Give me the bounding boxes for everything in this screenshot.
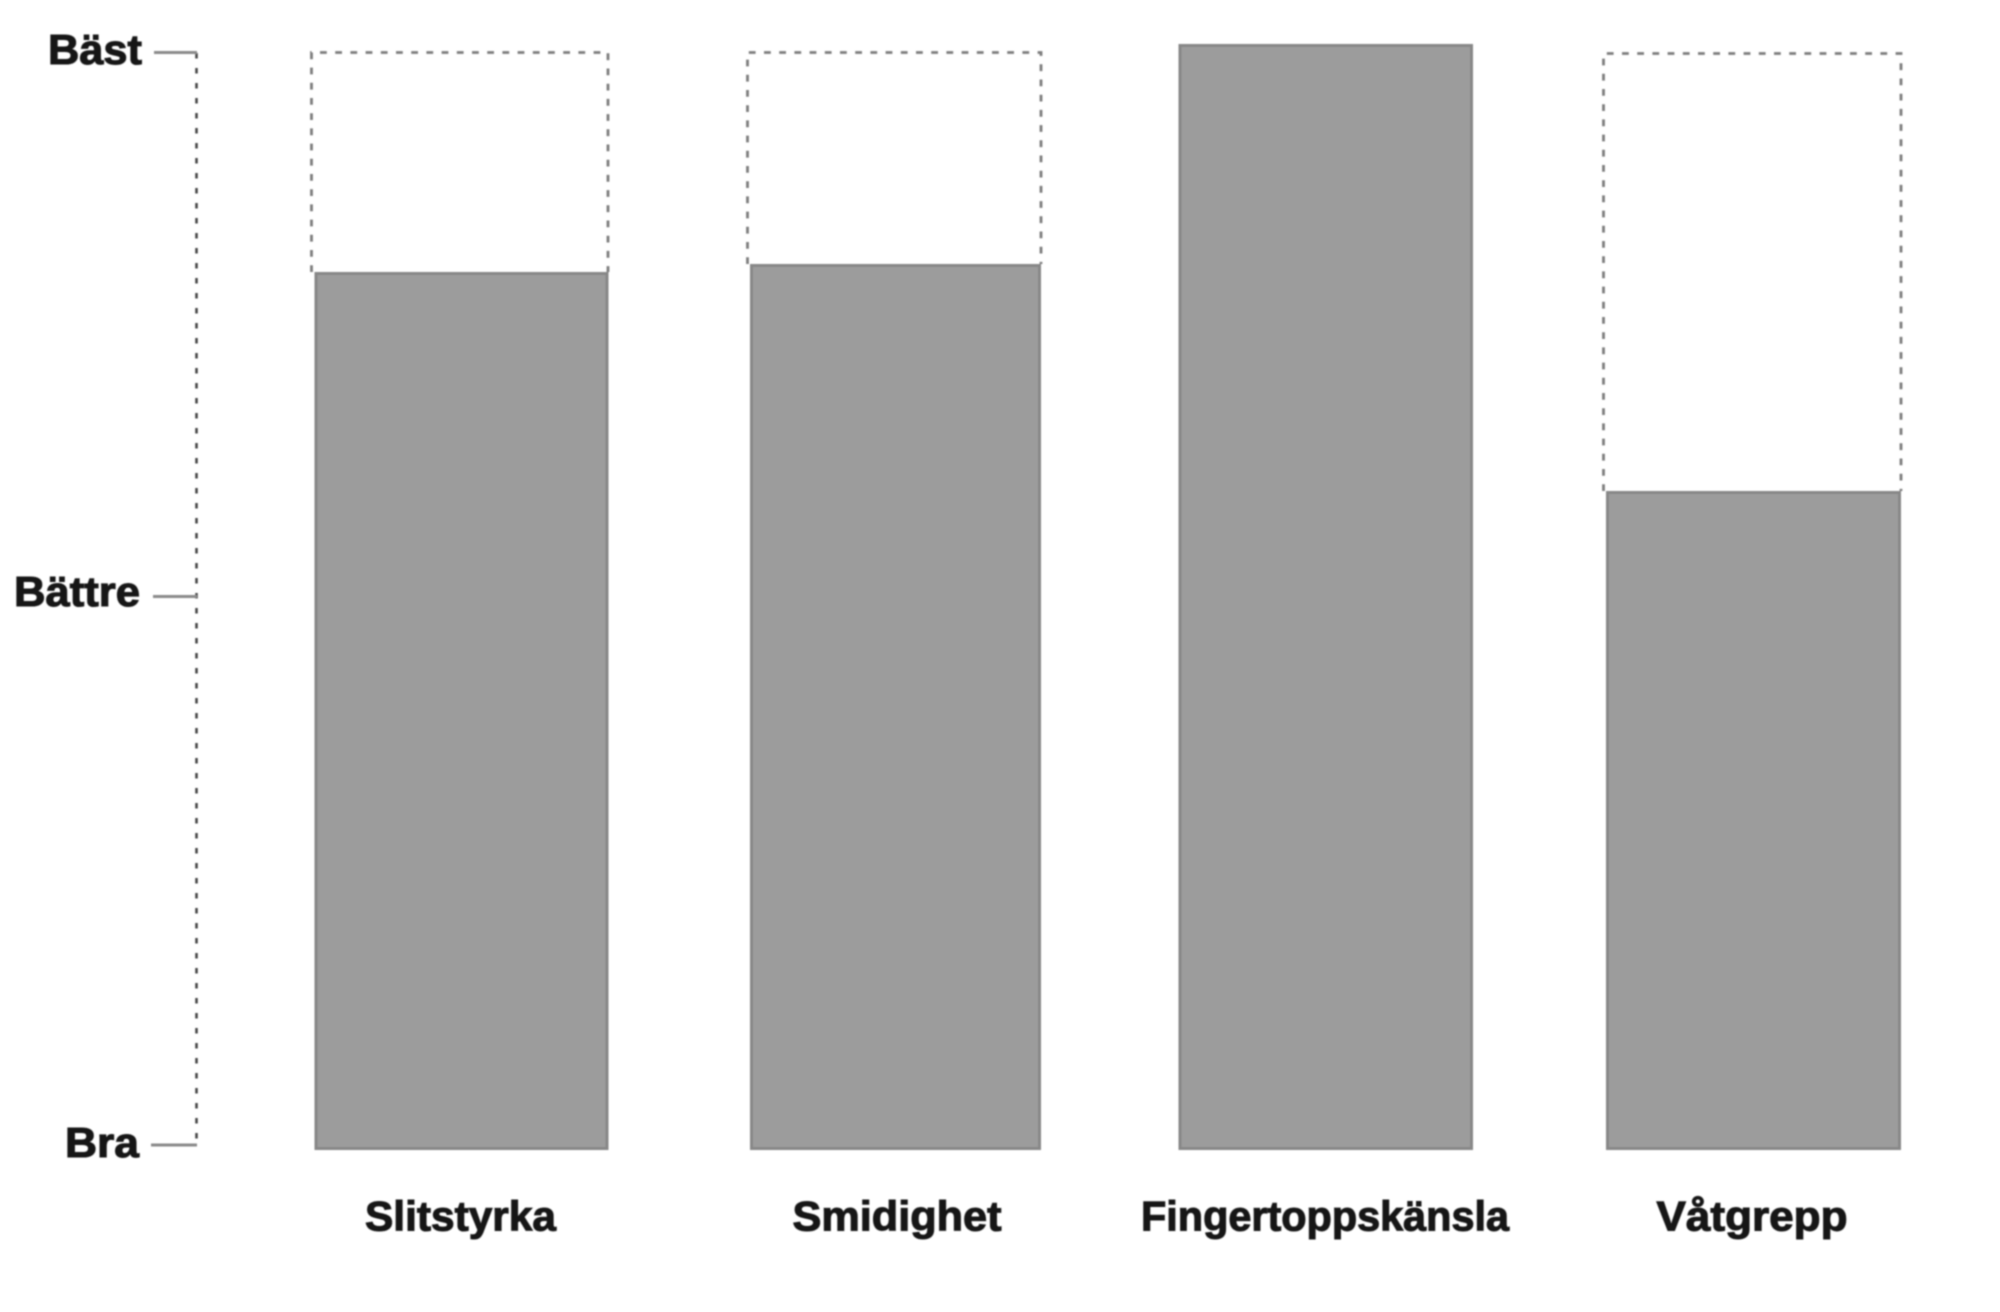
svg-text:Bättre: Bättre	[14, 568, 140, 615]
svg-text:Slitstyrka: Slitstyrka	[365, 1193, 557, 1240]
svg-text:Fingertoppskänsla: Fingertoppskänsla	[1141, 1193, 1510, 1240]
svg-text:Bäst: Bäst	[48, 26, 142, 73]
svg-text:Våtgrepp: Våtgrepp	[1657, 1193, 1848, 1240]
svg-text:Bra: Bra	[65, 1119, 140, 1166]
svg-text:Smidighet: Smidighet	[793, 1193, 1002, 1240]
